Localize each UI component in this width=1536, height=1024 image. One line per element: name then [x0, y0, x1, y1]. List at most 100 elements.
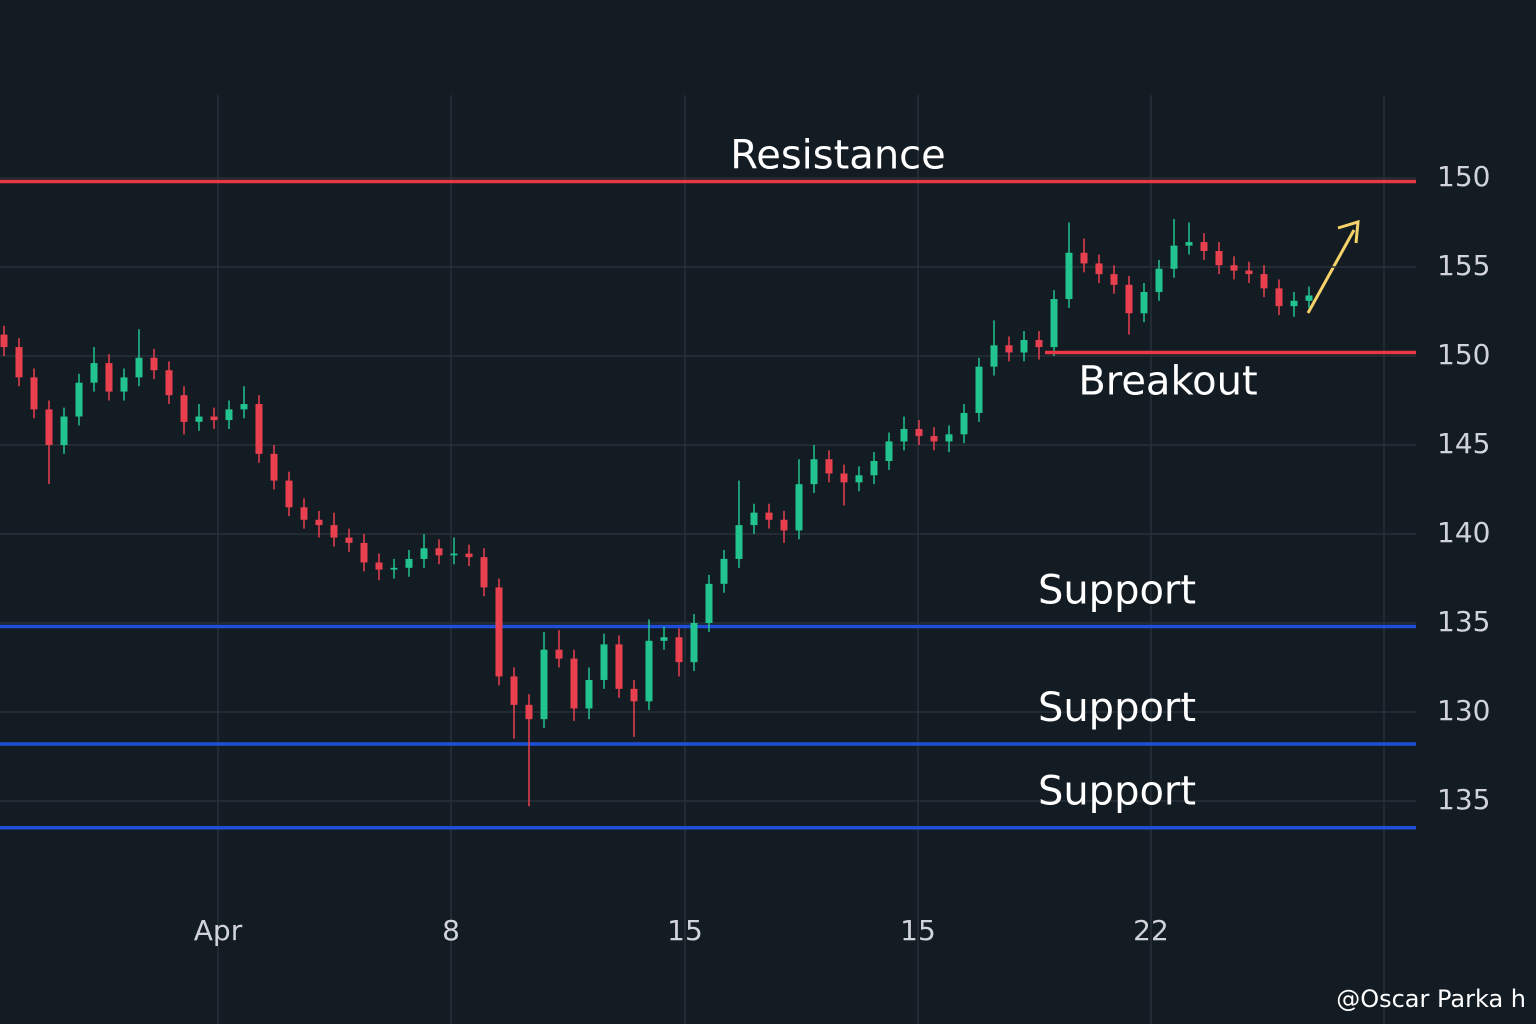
candle-body [180, 395, 188, 422]
candle-body [345, 537, 353, 543]
y-tick-label: 150 [1437, 338, 1490, 371]
candle-body [960, 412, 968, 435]
candle-body [735, 525, 743, 559]
candle-body [810, 459, 818, 485]
candle-body [765, 512, 773, 520]
candle-body [1275, 288, 1283, 307]
x-tick-label: 8 [442, 914, 460, 947]
candle-body [660, 637, 668, 641]
candle-body [480, 557, 488, 588]
candle-body [450, 553, 458, 556]
candle-body [1290, 300, 1298, 307]
support-label: Support [1038, 685, 1196, 731]
candle-body [1080, 252, 1088, 264]
vertical-grid [217, 95, 1385, 1024]
x-tick-label: 15 [900, 914, 936, 947]
candle-body [675, 637, 683, 663]
candle-body [225, 409, 233, 421]
candle-body [600, 644, 608, 680]
x-tick-label: Apr [194, 914, 243, 947]
candle-body [45, 409, 53, 445]
candle-body [435, 548, 443, 556]
candle-body [705, 583, 713, 623]
candle-body [975, 366, 983, 413]
candle-body [780, 519, 788, 531]
x-tick-label: 22 [1133, 914, 1169, 947]
watermark: @Oscar Parka h [1336, 985, 1526, 1013]
candle-body [945, 434, 953, 442]
y-tick-label: 145 [1437, 427, 1490, 460]
candle-body [150, 357, 158, 371]
candle-body [1065, 252, 1073, 300]
candle-body [855, 475, 863, 483]
trend-arrow [1306, 229, 1356, 314]
candle-body [1305, 295, 1313, 301]
candle-body [615, 644, 623, 689]
candle-body [750, 512, 758, 526]
candle-body [330, 525, 338, 538]
y-tick-label: 155 [1437, 249, 1490, 282]
breakout-label: Breakout [1078, 358, 1257, 404]
candle-body [285, 480, 293, 508]
candle-body [1185, 242, 1193, 246]
candle-body [990, 345, 998, 367]
candle-body [1050, 299, 1058, 348]
candle-body [0, 334, 8, 348]
y-tick-label: 135 [1437, 605, 1490, 638]
candle-body [630, 688, 638, 702]
candle-body [795, 484, 803, 531]
candle-body [720, 558, 728, 584]
candle-body [210, 416, 218, 421]
candle-body [885, 441, 893, 462]
candle-body [1170, 245, 1178, 269]
candle-body [90, 363, 98, 383]
candle-body [1260, 274, 1268, 289]
candle-body [120, 377, 128, 392]
candle-body [465, 553, 473, 558]
candle-body [1230, 265, 1238, 271]
candle-body [30, 377, 38, 410]
candle-body [540, 649, 548, 720]
candle-body [135, 357, 143, 378]
candle-body [240, 404, 248, 410]
candle-body [585, 679, 593, 709]
candle-body [390, 567, 398, 570]
candle-body [495, 587, 503, 677]
candle-body [930, 436, 938, 442]
y-tick-label: 130 [1437, 694, 1490, 727]
resistance-label: Resistance [730, 133, 946, 179]
candle-body [75, 382, 83, 417]
candle-body [255, 404, 263, 454]
support-label: Support [1038, 568, 1196, 614]
candle-body [60, 416, 68, 445]
y-tick-label: 135 [1437, 783, 1490, 816]
candle-body [420, 548, 428, 559]
support-label: Support [1038, 769, 1196, 815]
candle-body [1005, 345, 1013, 353]
trend-arrow-head [1337, 219, 1360, 244]
candle-body [1245, 270, 1253, 275]
candle-body [315, 519, 323, 526]
x-tick-label: 15 [667, 914, 703, 947]
candle-body [15, 347, 23, 378]
candle-body [1215, 250, 1223, 266]
candle-body [915, 428, 923, 437]
candle-body [1110, 274, 1118, 285]
candle-body [555, 649, 563, 659]
candle-body [300, 507, 308, 520]
candle-body [570, 658, 578, 709]
candle-body [360, 542, 368, 563]
candle-body [825, 459, 833, 474]
candle-body [1155, 268, 1163, 292]
candle-body [870, 461, 878, 476]
candle-body [690, 623, 698, 663]
candle-body [900, 428, 908, 442]
candle-body [375, 562, 383, 570]
y-tick-label: 150 [1437, 160, 1490, 193]
candle-body [405, 558, 413, 568]
candle-body [645, 640, 653, 702]
candle-body [195, 416, 203, 422]
candle-body [1200, 242, 1208, 251]
